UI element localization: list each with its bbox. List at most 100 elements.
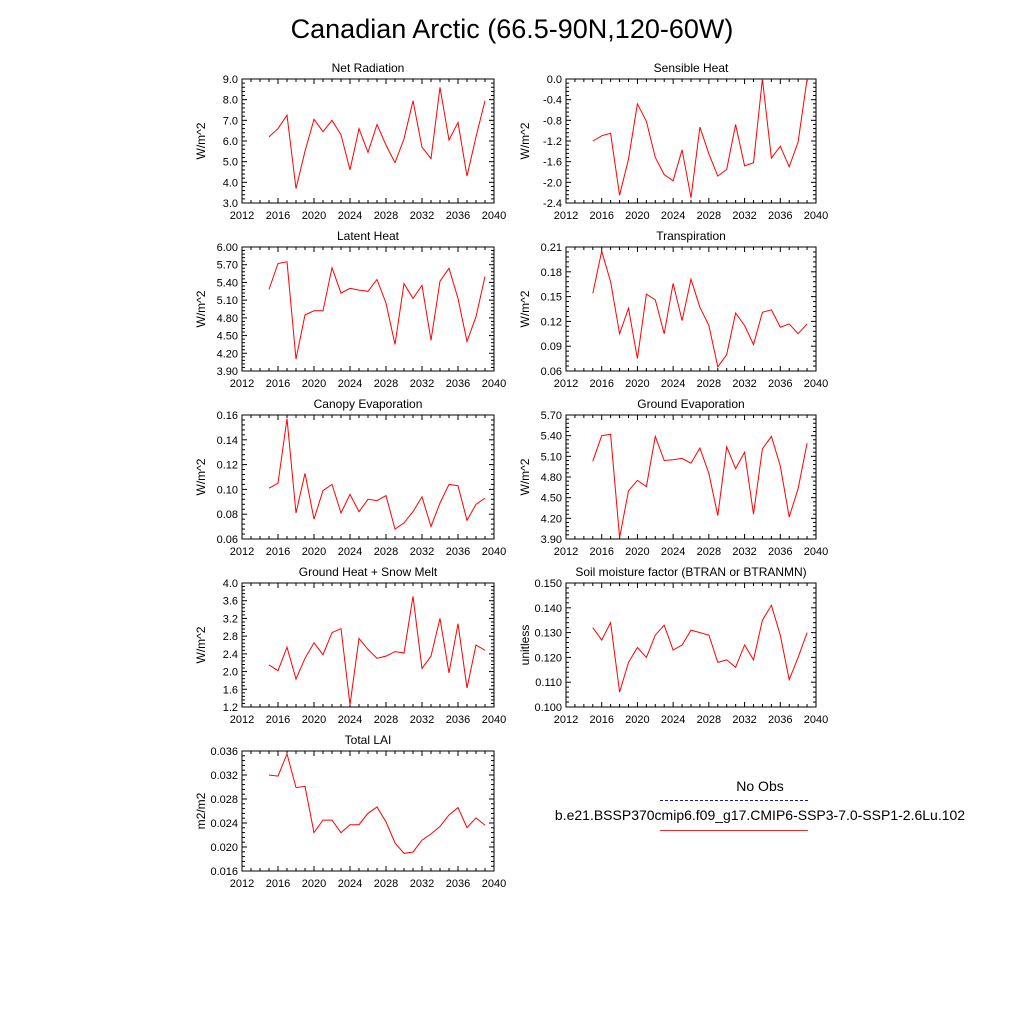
x-tick-label: 2016 (266, 878, 290, 890)
y-tick-label: 3.0 (223, 198, 238, 210)
x-tick-label: 2036 (446, 714, 470, 726)
series-line (592, 250, 808, 369)
y-tick-label: 5.40 (541, 431, 562, 443)
x-tick-label: 2036 (768, 546, 792, 558)
x-tick-label: 2040 (482, 546, 506, 558)
y-axis-label: W/m^2 (194, 626, 208, 663)
y-tick-label: 5.10 (541, 451, 562, 463)
x-tick-label: 2020 (625, 714, 649, 726)
series-line (268, 261, 486, 360)
y-tick-label: -1.2 (543, 136, 562, 148)
y-tick-label: 3.6 (223, 596, 238, 608)
panel-title: Canopy Evaporation (314, 397, 423, 411)
x-tick-label: 2036 (768, 378, 792, 390)
y-axis-label: W/m^2 (194, 290, 208, 327)
y-tick-label: 4.20 (217, 348, 238, 360)
x-tick-label: 2036 (446, 378, 470, 390)
legend-obs-label: No Obs (736, 778, 784, 794)
x-tick-label: 2020 (302, 546, 326, 558)
y-tick-label: 3.2 (223, 613, 238, 625)
x-tick-label: 2036 (768, 210, 792, 222)
x-tick-label: 2012 (230, 878, 254, 890)
x-tick-label: 2032 (732, 378, 756, 390)
y-tick-label: -2.0 (543, 177, 562, 189)
x-tick-label: 2036 (446, 210, 470, 222)
y-axis-label: W/m^2 (194, 122, 208, 159)
x-tick-label: 2024 (661, 714, 685, 726)
x-tick-label: 2040 (804, 378, 828, 390)
plot-frame (565, 582, 817, 708)
plot-frame (241, 78, 495, 204)
y-tick-label: 5.70 (541, 410, 562, 422)
x-tick-label: 2028 (374, 878, 398, 890)
x-tick-label: 2024 (338, 546, 362, 558)
y-tick-label: 0.10 (217, 484, 238, 496)
x-tick-label: 2016 (266, 714, 290, 726)
y-tick-label: 4.80 (217, 313, 238, 325)
x-tick-label: 2028 (697, 714, 721, 726)
x-tick-label: 2024 (338, 714, 362, 726)
y-tick-label: 4.50 (541, 493, 562, 505)
x-tick-label: 2028 (374, 378, 398, 390)
y-tick-label: 5.40 (217, 277, 238, 289)
y-axis-label: W/m^2 (194, 458, 208, 495)
y-tick-label: 0.140 (534, 603, 562, 615)
y-tick-label: 2.8 (223, 631, 238, 643)
x-tick-label: 2040 (482, 378, 506, 390)
x-tick-label: 2024 (661, 210, 685, 222)
panel-ground-evaporation: 2012 2016 2020 2024 2028 2032 2036 2040 3.90 4.20… (518, 397, 828, 558)
y-tick-label: 0.14 (217, 435, 238, 447)
y-tick-label: 0.0 (547, 74, 562, 86)
plot-frame (241, 246, 495, 372)
series-line (268, 87, 486, 189)
y-tick-label: 0.150 (534, 578, 562, 590)
y-tick-label: 0.028 (210, 794, 238, 806)
y-tick-label: 0.08 (217, 509, 238, 521)
x-tick-label: 2028 (374, 714, 398, 726)
panel-title: Sensible Heat (654, 61, 729, 75)
x-tick-label: 2032 (732, 714, 756, 726)
y-tick-label: 5.10 (217, 295, 238, 307)
y-tick-label: 0.024 (210, 818, 238, 830)
x-tick-label: 2012 (230, 546, 254, 558)
y-tick-label: 4.80 (541, 472, 562, 484)
x-tick-label: 2032 (410, 546, 434, 558)
x-tick-label: 2028 (374, 546, 398, 558)
x-tick-label: 2020 (625, 378, 649, 390)
y-tick-label: 6.00 (217, 242, 238, 254)
plot-frame (565, 414, 817, 540)
x-tick-label: 2040 (482, 714, 506, 726)
x-tick-label: 2024 (661, 378, 685, 390)
y-tick-label: 0.06 (217, 534, 238, 546)
y-tick-label: 3.90 (217, 366, 238, 378)
x-tick-label: 2016 (266, 546, 290, 558)
x-tick-label: 2016 (589, 378, 613, 390)
y-tick-label: 0.100 (534, 702, 562, 714)
y-tick-label: 0.036 (210, 746, 238, 758)
x-tick-label: 2016 (589, 210, 613, 222)
panel-title: Ground Heat + Snow Melt (299, 565, 438, 579)
x-tick-label: 2020 (302, 378, 326, 390)
panel-title: Total LAI (345, 733, 392, 747)
y-tick-label: 1.6 (223, 684, 238, 696)
y-tick-label: -0.8 (543, 115, 562, 127)
x-tick-label: 2036 (768, 714, 792, 726)
y-tick-label: 5.0 (223, 157, 238, 169)
y-tick-label: 0.016 (210, 866, 238, 878)
x-tick-label: 2016 (266, 378, 290, 390)
x-tick-label: 2032 (410, 878, 434, 890)
y-tick-label: 0.130 (534, 628, 562, 640)
panel-net-radiation: 2012 2016 2020 2024 2028 2032 2036 2040 3.0 4.0 5.… (194, 61, 506, 222)
plot-frame (565, 78, 817, 204)
y-axis-label: W/m^2 (518, 458, 532, 495)
panel-soil-moisture-factor-btran-or-btranmn: 2012 2016 2020 2024 2028 2032 2036 2040 0.100 0.1… (518, 565, 828, 726)
x-tick-label: 2032 (410, 714, 434, 726)
x-tick-label: 2024 (338, 210, 362, 222)
y-tick-label: 3.90 (541, 534, 562, 546)
y-tick-label: 0.120 (534, 652, 562, 664)
y-tick-label: 4.50 (217, 331, 238, 343)
x-tick-label: 2016 (266, 210, 290, 222)
plot-frame (565, 246, 817, 372)
y-tick-label: 0.16 (217, 410, 238, 422)
y-tick-label: 0.12 (541, 316, 562, 328)
